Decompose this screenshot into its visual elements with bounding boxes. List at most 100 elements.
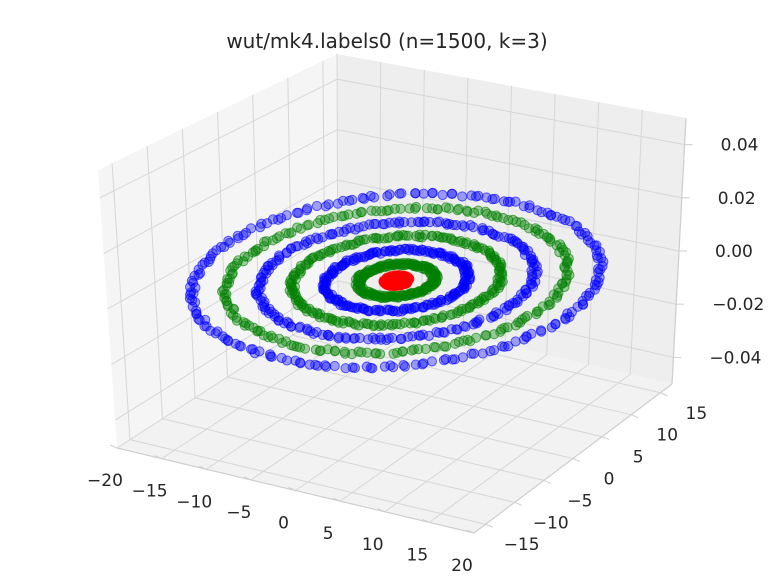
- y-axis-ticks: −15−10−5 05 10 15: [485, 392, 707, 555]
- y-tick-label: 10: [656, 426, 678, 446]
- data-point: [376, 206, 387, 217]
- data-point: [348, 318, 359, 329]
- data-point: [418, 358, 429, 369]
- x-tick-label: 20: [451, 556, 473, 576]
- data-point: [365, 362, 376, 373]
- data-point: [491, 307, 502, 318]
- data-point: [410, 231, 422, 242]
- data-point: [451, 324, 462, 335]
- data-point: [392, 306, 404, 317]
- x-tick-label: −5: [226, 503, 251, 523]
- data-point: [299, 239, 310, 250]
- data-point: [446, 188, 457, 199]
- data-point: [233, 233, 244, 244]
- data-point: [398, 360, 409, 371]
- data-point: [422, 282, 433, 293]
- data-point: [488, 229, 499, 240]
- data-point: [366, 205, 377, 216]
- data-point: [231, 312, 242, 323]
- data-point: [466, 190, 477, 201]
- data-point: [499, 341, 510, 352]
- data-point: [410, 188, 421, 199]
- data-point: [311, 232, 322, 243]
- x-tick-mark: [466, 529, 475, 534]
- data-point: [437, 189, 448, 201]
- data-point: [261, 236, 272, 247]
- data-point: [426, 356, 437, 367]
- data-point: [417, 329, 429, 340]
- z-gridline-left: [99, 78, 338, 199]
- data-point: [364, 219, 375, 230]
- data-point: [351, 208, 362, 219]
- data-point: [418, 216, 429, 228]
- data-point: [487, 194, 498, 205]
- data-point: [450, 289, 461, 300]
- data-point: [376, 334, 387, 345]
- data-point: [421, 203, 433, 214]
- data-point: [510, 336, 521, 347]
- data-point: [193, 269, 204, 280]
- data-point: [532, 205, 543, 216]
- data-point: [518, 201, 529, 212]
- z-gridline-left: [103, 129, 338, 254]
- data-point: [522, 310, 533, 322]
- data-point: [301, 205, 312, 216]
- data-point: [381, 205, 392, 216]
- data-point: [399, 361, 411, 372]
- y-gridline-floor: [162, 418, 515, 503]
- data-point: [591, 240, 602, 251]
- y-gridline-floor: [292, 334, 632, 416]
- x-tick-mark: [332, 497, 341, 502]
- z-tick-label: −0.04: [709, 348, 761, 368]
- data-point: [397, 346, 408, 357]
- y-tick-mark: [514, 501, 522, 506]
- data-point: [283, 228, 294, 239]
- data-point: [499, 322, 510, 333]
- data-point: [255, 222, 266, 233]
- data-point: [502, 322, 513, 333]
- data-point: [457, 352, 468, 363]
- data-point: [550, 318, 561, 329]
- data-point: [559, 261, 570, 272]
- data-point: [327, 229, 338, 240]
- data-point: [504, 301, 515, 312]
- data-point: [477, 348, 488, 359]
- chart-title: wut/mk4.labels0 (n=1500, k=3): [226, 29, 547, 53]
- data-point: [281, 355, 293, 366]
- data-point: [427, 188, 438, 199]
- data-point: [329, 346, 340, 357]
- data-point: [281, 210, 292, 221]
- x-tick-label: 5: [323, 524, 334, 544]
- data-point: [427, 203, 438, 214]
- data-point: [327, 315, 338, 326]
- data-point: [383, 333, 394, 344]
- y-tick-label: −10: [533, 513, 569, 533]
- x-tick-mark: [243, 476, 252, 481]
- data-point: [321, 361, 332, 372]
- y-tick-label: −15: [504, 535, 540, 555]
- data-point: [457, 191, 468, 202]
- data-point: [368, 233, 379, 244]
- y-gridline-floor: [227, 376, 574, 459]
- data-point: [336, 211, 347, 222]
- y-gridline-floor: [324, 313, 661, 394]
- data-point: [294, 357, 306, 368]
- data-point: [341, 333, 352, 344]
- x-tick-label: 15: [407, 545, 429, 565]
- data-point: [489, 329, 500, 340]
- data-point: [499, 196, 510, 207]
- x-tick-mark: [109, 444, 118, 449]
- data-point: [510, 196, 521, 207]
- data-point: [254, 346, 265, 357]
- data-point: [460, 321, 471, 332]
- data-point: [304, 359, 315, 370]
- data-point: [485, 346, 496, 357]
- z-tick-label: 0.02: [718, 189, 756, 209]
- data-point: [418, 188, 429, 199]
- data-point: [440, 341, 452, 352]
- data-point: [350, 319, 361, 330]
- data-point: [462, 206, 473, 217]
- data-point: [385, 360, 396, 371]
- data-point: [273, 214, 284, 225]
